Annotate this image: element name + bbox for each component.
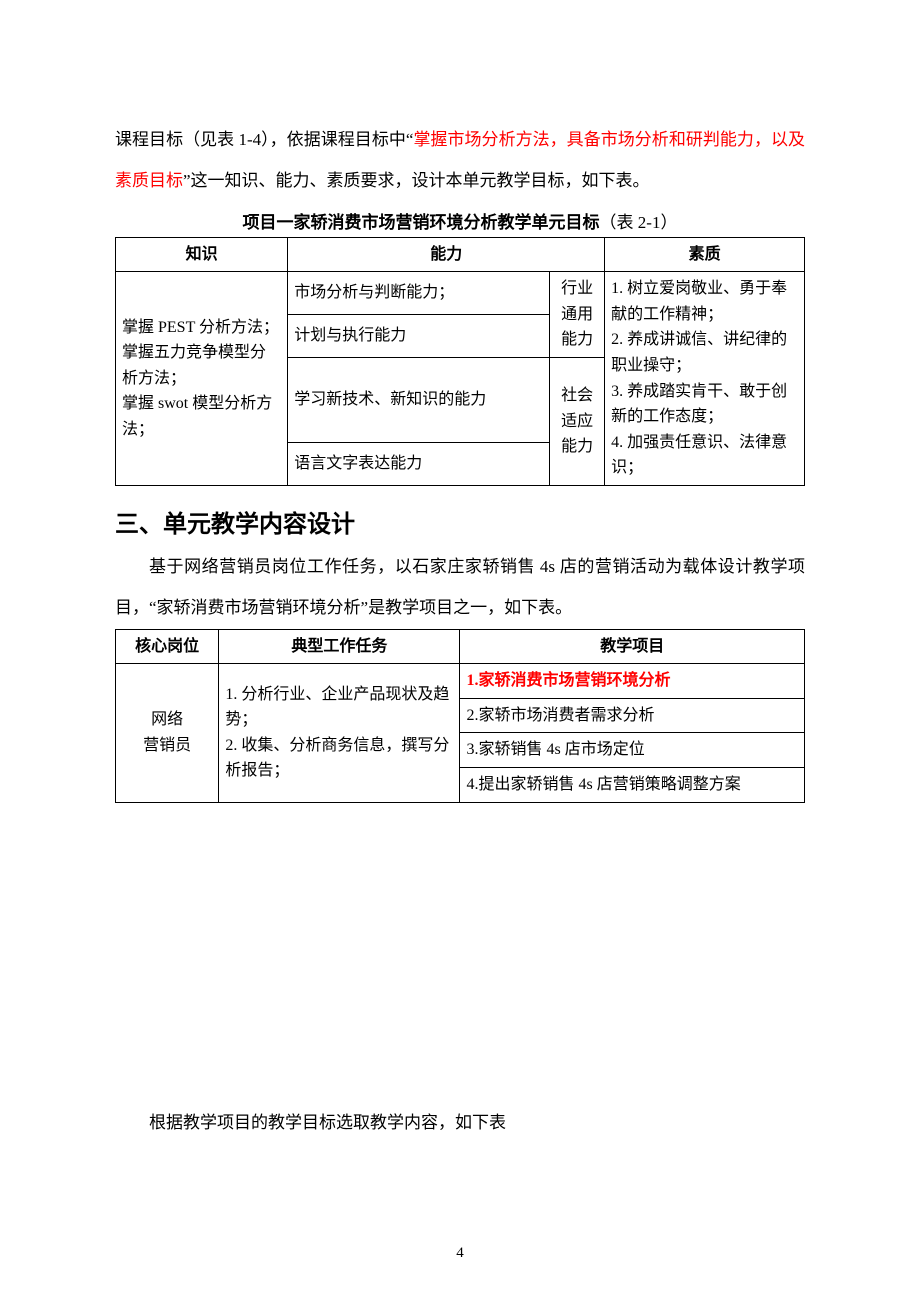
table2-row1: 网络 营销员 1. 分析行业、企业产品现状及趋势； 2. 收集、分析商务信息，撰… [116,664,805,699]
table2-project-2: 2.家轿市场消费者需求分析 [460,698,805,733]
table1-h-ability: 能力 [288,237,605,272]
intro-seg3: ”这一知识、能力、素质要求，设计本单元教学目标，如下表。 [183,171,650,190]
table2-header-row: 核心岗位 典型工作任务 教学项目 [116,629,805,664]
table1-quality-cell: 1. 树立爱岗敬业、勇于奉献的工作精神； 2. 养成讲诚信、讲纪律的职业操守； … [605,272,805,486]
page: 课程目标（见表 1-4），依据课程目标中“掌握市场分析方法，具备市场分析和研判能… [0,0,920,1302]
intro-seg1: 课程目标（见表 1-4），依据课程目标中“ [115,130,413,149]
section3-para: 基于网络营销员岗位工作任务，以石家庄家轿销售 4s 店的营销活动为载体设计教学项… [115,547,805,629]
table1-knowledge-cell: 掌握 PEST 分析方法； 掌握五力竞争模型分析方法； 掌握 swot 模型分析… [116,272,288,486]
intro-paragraph: 课程目标（见表 1-4），依据课程目标中“掌握市场分析方法，具备市场分析和研判能… [115,120,805,202]
table1-ability-group2: 社会适应能力 [550,357,605,485]
table2-post-cell: 网络 营销员 [116,664,219,802]
table2-project-4: 4.提出家轿销售 4s 店营销策略调整方案 [460,767,805,802]
table2-h-post: 核心岗位 [116,629,219,664]
footer-para: 根据教学项目的教学目标选取教学内容，如下表 [115,1103,805,1144]
table1-ability-3: 学习新技术、新知识的能力 [288,357,550,442]
table2-tasks-cell: 1. 分析行业、企业产品现状及趋势； 2. 收集、分析商务信息，撰写分析报告； [219,664,460,802]
table1-ability-2: 计划与执行能力 [288,315,550,358]
table1-ability-1: 市场分析与判断能力； [288,272,550,315]
table1: 知识 能力 素质 掌握 PEST 分析方法； 掌握五力竞争模型分析方法； 掌握 … [115,237,805,486]
table1-h-quality: 素质 [605,237,805,272]
table1-ability-4: 语言文字表达能力 [288,443,550,486]
table1-title-bold: 项目一家轿消费市场营销环境分析教学单元目标 [243,213,600,232]
table2: 核心岗位 典型工作任务 教学项目 网络 营销员 1. 分析行业、企业产品现状及趋… [115,629,805,803]
table1-row1: 掌握 PEST 分析方法； 掌握五力竞争模型分析方法； 掌握 swot 模型分析… [116,272,805,315]
table2-project-1: 1.家轿消费市场营销环境分析 [460,664,805,699]
section3-heading: 三、单元教学内容设计 [115,504,805,539]
table1-ability-group1: 行业通用能力 [550,272,605,358]
table1-title-ref: （表 2-1） [600,213,678,232]
table2-project-3: 3.家轿销售 4s 店市场定位 [460,733,805,768]
table1-h-knowledge: 知识 [116,237,288,272]
table2-h-project: 教学项目 [460,629,805,664]
page-number: 4 [0,1245,920,1262]
table2-h-task: 典型工作任务 [219,629,460,664]
table1-header-row: 知识 能力 素质 [116,237,805,272]
spacer [115,803,805,1103]
table1-title: 项目一家轿消费市场营销环境分析教学单元目标（表 2-1） [115,208,805,233]
